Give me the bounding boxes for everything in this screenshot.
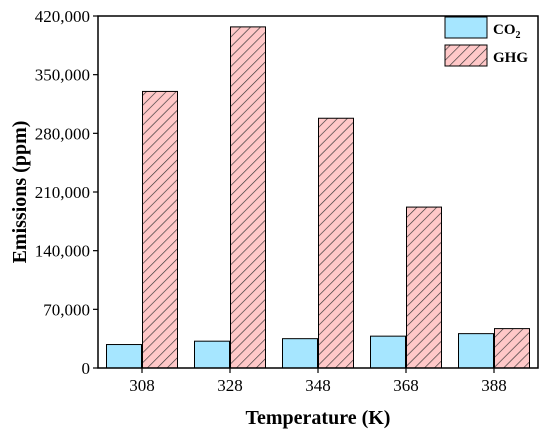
x-tick-label: 388 bbox=[481, 376, 507, 395]
x-axis-ticks: 308 328 348 368 388 bbox=[129, 368, 507, 395]
x-tick-label: 328 bbox=[217, 376, 243, 395]
bar-ghg-368 bbox=[406, 206, 442, 369]
bar-co2-328 bbox=[194, 340, 230, 369]
bar-ghg-348 bbox=[318, 117, 354, 369]
x-tick-label: 348 bbox=[305, 376, 331, 395]
bar-ghg-308 bbox=[142, 90, 178, 369]
y-tick-label: 0 bbox=[82, 359, 91, 378]
bar-co2-308 bbox=[106, 344, 142, 369]
y-tick-label: 280,000 bbox=[35, 124, 90, 143]
bar-ghg-328 bbox=[230, 26, 266, 369]
legend-label-co2: CO2 bbox=[493, 22, 521, 41]
legend-swatch-co2 bbox=[444, 16, 488, 39]
bar-co2-368 bbox=[370, 335, 406, 369]
legend: CO2 GHG bbox=[444, 16, 528, 67]
y-tick-label: 140,000 bbox=[35, 242, 90, 261]
y-tick-label: 70,000 bbox=[43, 300, 90, 319]
x-tick-label: 368 bbox=[393, 376, 419, 395]
bar-ghg-388 bbox=[494, 328, 530, 369]
bar-co2-388 bbox=[458, 333, 494, 369]
legend-label-ghg: GHG bbox=[493, 50, 528, 66]
y-tick-label: 420,000 bbox=[35, 7, 90, 26]
bar-co2-348 bbox=[282, 338, 318, 369]
y-tick-label: 210,000 bbox=[35, 183, 90, 202]
bars-group bbox=[106, 26, 530, 369]
y-axis-ticks: 0 70,000 140,000 210,000 280,000 350,000 420,0… bbox=[35, 7, 98, 378]
y-axis-title: Emissions (ppm) bbox=[9, 121, 31, 264]
y-tick-label: 350,000 bbox=[35, 66, 90, 85]
x-tick-label: 308 bbox=[129, 376, 155, 395]
plot-frame bbox=[97, 15, 539, 369]
legend-swatch-ghg bbox=[444, 44, 488, 67]
x-axis-title: Temperature (K) bbox=[246, 407, 391, 429]
